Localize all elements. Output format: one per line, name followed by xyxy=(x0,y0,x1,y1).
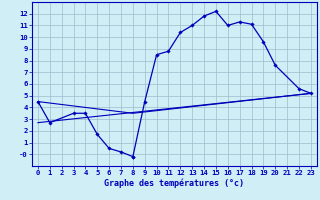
X-axis label: Graphe des températures (°c): Graphe des températures (°c) xyxy=(104,179,244,188)
